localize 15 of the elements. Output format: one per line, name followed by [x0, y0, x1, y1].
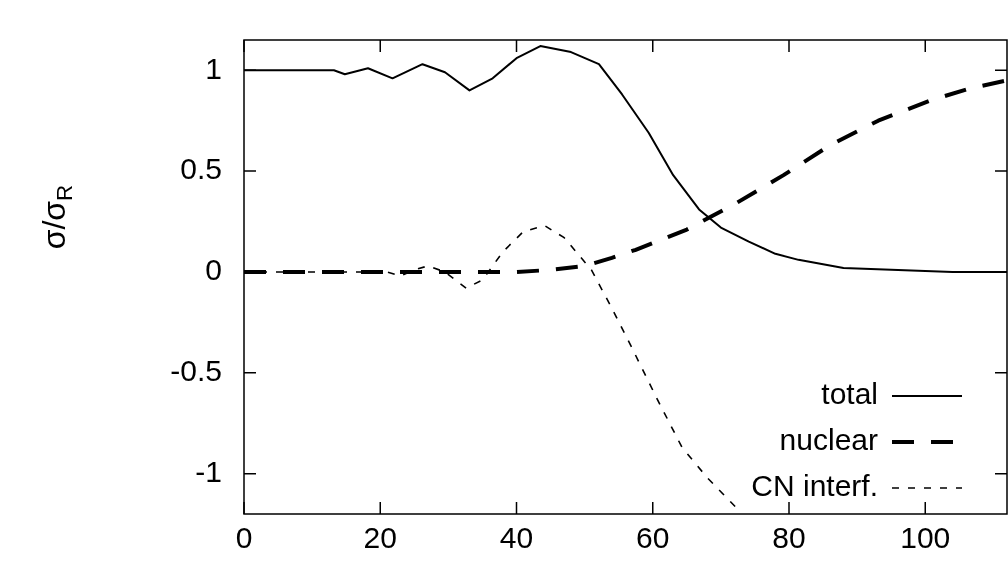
y-tick-label: -0.5: [170, 354, 222, 388]
x-tick-label: 60: [636, 521, 670, 555]
y-axis-title: σ/σR: [35, 184, 77, 250]
y-tick-label: 1: [205, 51, 222, 85]
legend-label: CN interf.: [751, 469, 879, 503]
y-tick-label: 0: [205, 253, 222, 287]
x-tick-label: 100: [900, 521, 951, 555]
x-tick-label: 40: [499, 521, 534, 555]
x-tick-label: 80: [772, 521, 806, 555]
x-tick-label: 0: [235, 521, 253, 555]
y-tick-label: -1: [195, 454, 222, 488]
x-tick-label: 20: [363, 521, 397, 555]
legend-label: total: [821, 377, 879, 411]
legend-label: nuclear: [779, 423, 879, 457]
y-tick-label: 0.5: [180, 152, 222, 186]
